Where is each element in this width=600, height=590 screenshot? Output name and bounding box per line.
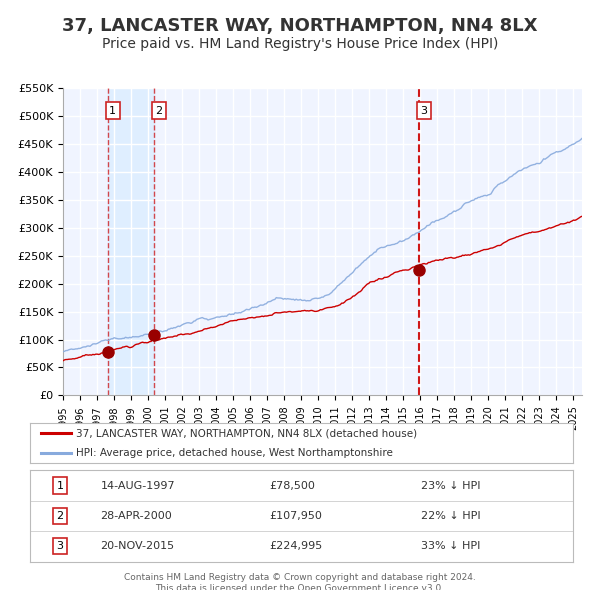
Text: 14-AUG-1997: 14-AUG-1997: [101, 481, 175, 491]
Text: £107,950: £107,950: [269, 511, 322, 521]
Text: £78,500: £78,500: [269, 481, 315, 491]
Text: 3: 3: [56, 541, 64, 551]
Text: 23% ↓ HPI: 23% ↓ HPI: [421, 481, 481, 491]
Text: 33% ↓ HPI: 33% ↓ HPI: [421, 541, 481, 551]
Text: 3: 3: [420, 106, 427, 116]
Text: 37, LANCASTER WAY, NORTHAMPTON, NN4 8LX: 37, LANCASTER WAY, NORTHAMPTON, NN4 8LX: [62, 17, 538, 35]
Text: 28-APR-2000: 28-APR-2000: [101, 511, 172, 521]
Text: £224,995: £224,995: [269, 541, 322, 551]
Text: 37, LANCASTER WAY, NORTHAMPTON, NN4 8LX (detached house): 37, LANCASTER WAY, NORTHAMPTON, NN4 8LX …: [76, 428, 417, 438]
Text: 20-NOV-2015: 20-NOV-2015: [101, 541, 175, 551]
Text: HPI: Average price, detached house, West Northamptonshire: HPI: Average price, detached house, West…: [76, 448, 393, 458]
Text: 1: 1: [56, 481, 64, 491]
Text: 2: 2: [155, 106, 163, 116]
Bar: [107, 88, 154, 395]
Text: Price paid vs. HM Land Registry's House Price Index (HPI): Price paid vs. HM Land Registry's House …: [102, 37, 498, 51]
Text: 2: 2: [56, 511, 64, 521]
Text: Contains HM Land Registry data © Crown copyright and database right 2024.: Contains HM Land Registry data © Crown c…: [124, 573, 476, 582]
Text: 1: 1: [109, 106, 116, 116]
Text: This data is licensed under the Open Government Licence v3.0.: This data is licensed under the Open Gov…: [155, 584, 445, 590]
Text: 22% ↓ HPI: 22% ↓ HPI: [421, 511, 481, 521]
